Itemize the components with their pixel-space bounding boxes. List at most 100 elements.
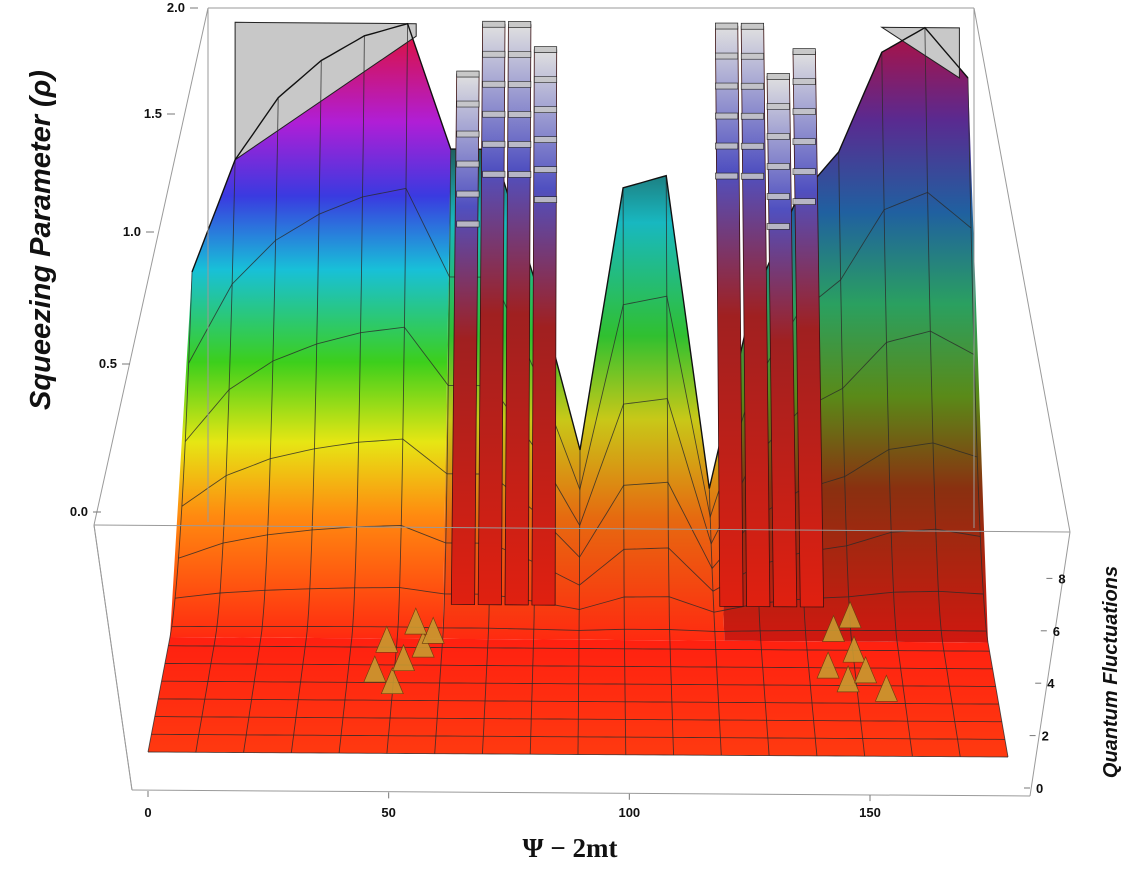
spike-cap [766, 103, 790, 110]
spike-cap [740, 142, 765, 150]
spike-cap [715, 82, 739, 90]
spike-cap [508, 21, 532, 28]
spike-cap [508, 171, 532, 178]
y-tick-label: 6 [1053, 624, 1060, 639]
box-edge [93, 7, 209, 526]
y-axis-label: Quantum Fluctuations [1100, 566, 1122, 778]
x-tick-label: 150 [859, 805, 881, 820]
spike-cap [456, 100, 480, 108]
surface-bump [411, 630, 435, 658]
spike-cap [740, 82, 765, 90]
z-axis-label: Squeezing Parameter (ρ) [25, 70, 57, 410]
left-clip-cap [234, 21, 417, 161]
x-tick-label: 0 [144, 805, 151, 820]
spike-cap [715, 142, 739, 150]
surface-bump [363, 655, 387, 683]
mesh-line-x [290, 60, 322, 753]
mesh-line-x [386, 23, 409, 754]
spike-cap [456, 160, 480, 168]
surface-bump [391, 643, 416, 672]
mesh-line-x [622, 187, 627, 755]
spike-cap [482, 140, 506, 148]
spike-cap [740, 112, 765, 120]
mesh-line-x [577, 450, 581, 755]
spike-cap [715, 112, 739, 120]
x-tick-label: 50 [381, 805, 395, 820]
spike-cap [456, 190, 480, 198]
spike-cap [508, 51, 532, 58]
surface-bump [380, 666, 404, 695]
spike-layer [363, 20, 898, 702]
z-tick-label: 0.5 [99, 356, 117, 371]
spike-cap [766, 223, 790, 230]
spike-cap [792, 168, 816, 175]
z-tick-label: 1.5 [144, 106, 162, 121]
left-wing-region [170, 23, 451, 639]
spike-cap [766, 73, 790, 80]
surface-layer [147, 21, 1009, 758]
right-clip-cap [880, 26, 960, 79]
spike-cap [508, 111, 532, 118]
spike-cap [533, 166, 558, 173]
spike-cap [792, 198, 816, 205]
surface-bump [404, 607, 428, 635]
box-edge [93, 524, 133, 791]
box-edge [93, 524, 1071, 533]
mesh-line-x [147, 271, 193, 753]
mesh-line-x [881, 52, 913, 757]
surface-rim [191, 22, 969, 489]
spike-cap [482, 20, 506, 28]
spike-cap [456, 70, 480, 78]
spike-cap [533, 46, 558, 53]
spike-cap [740, 172, 765, 180]
spike-cap [456, 220, 480, 228]
y-tick-label: 8 [1058, 571, 1065, 586]
mesh-line-x [665, 175, 675, 756]
spike-cap [766, 193, 790, 200]
mesh-line-x [924, 27, 961, 757]
z-tick-label: 2.0 [167, 0, 185, 15]
spike-cap [792, 48, 816, 55]
spike-cap [533, 106, 558, 113]
z-axis-ticks: 2.0 1.5 1.0 0.5 0.0 [70, 0, 198, 519]
spike-cap [482, 50, 506, 58]
spike-cap [740, 22, 765, 30]
spike-cap [533, 136, 558, 143]
spike-cap [766, 163, 790, 170]
y-tick-label: 4 [1047, 676, 1055, 691]
spike-cap [533, 76, 558, 83]
spike-cap [508, 81, 532, 88]
spike-cap [740, 52, 765, 60]
spike-cap [482, 110, 506, 118]
x-axis-label: Ψ − 2mt [523, 833, 618, 863]
spike-cap [482, 80, 506, 88]
spike-cap [482, 170, 506, 178]
z-tick-label: 1.0 [123, 224, 141, 239]
mesh-line-x [243, 97, 279, 753]
surface-bump [836, 665, 860, 693]
z-tick-label: 0.0 [70, 504, 88, 519]
spike-cap [456, 130, 480, 138]
spike-cap [766, 133, 790, 140]
mesh-line-x [434, 148, 452, 754]
x-axis-ticks: 0 50 100 150 [144, 791, 881, 820]
surface-bump [821, 614, 846, 642]
spike-cap [715, 52, 739, 60]
surface-bump [874, 674, 898, 702]
mesh-line-x [338, 35, 365, 754]
spike-cap [792, 78, 816, 85]
spike-cap [792, 108, 816, 115]
box-edge [1029, 531, 1071, 797]
surface-bump [838, 600, 862, 629]
box-edge [973, 7, 1071, 533]
spike-cap [715, 172, 739, 180]
spike-cap [792, 138, 816, 145]
surface-bump [375, 625, 399, 653]
y-axis-ticks: 0 2 4 6 8 [1024, 571, 1066, 796]
mesh-line-x [708, 488, 722, 756]
spike-cap [715, 22, 739, 30]
surface-bump [842, 635, 866, 663]
surface-bump [816, 651, 840, 679]
x-tick-label: 100 [618, 805, 640, 820]
